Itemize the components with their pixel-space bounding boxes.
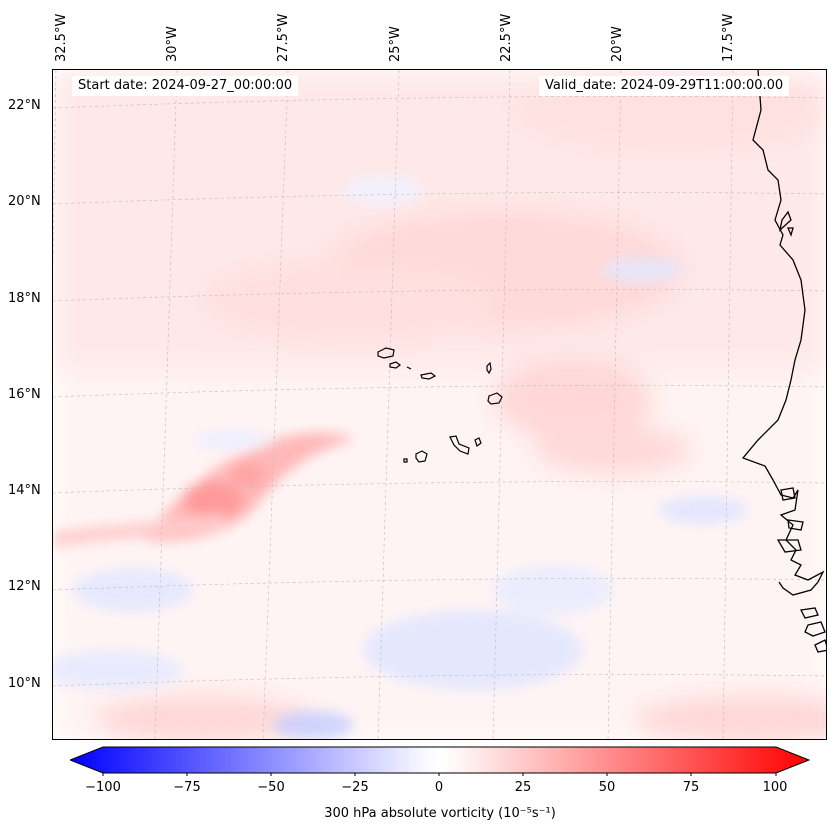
lon-label-17-5w: 17.5°W <box>721 13 736 62</box>
lat-label-18n: 18°N <box>8 291 41 306</box>
colorbar-tick-label: −75 <box>173 780 201 795</box>
lon-label-25w: 25°W <box>388 26 403 62</box>
colorbar-tick-label: −25 <box>341 780 369 795</box>
lon-label-20w: 20°W <box>610 26 625 62</box>
vorticity-map[interactable] <box>52 69 827 740</box>
graticule <box>53 70 826 739</box>
start-date-label: Start date: 2024-09-27_00:00:00 <box>72 76 299 96</box>
lon-label-22-5w: 22.5°W <box>499 13 514 62</box>
lat-label-20n: 20°N <box>8 194 41 209</box>
african-coastline <box>741 70 826 653</box>
lat-label-22n: 22°N <box>8 98 41 113</box>
colorbar-tick-label: 25 <box>514 780 532 795</box>
lon-label-32-5w: 32.5°W <box>54 13 69 62</box>
map-svg <box>53 70 826 739</box>
valid-date-label: Valid_date: 2024-09-29T11:00:00.00 <box>539 76 790 96</box>
colorbar-tick-label: 0 <box>434 780 444 795</box>
colorbar-tick-label: −50 <box>257 780 285 795</box>
lon-label-27-5w: 27.5°W <box>276 13 291 62</box>
colorbar-tick-label: 100 <box>762 780 788 795</box>
lon-label-30w: 30°W <box>165 26 180 62</box>
cape-verde-islands <box>377 347 503 463</box>
lat-label-10n: 10°N <box>8 676 41 691</box>
colorbar-tick-label: 50 <box>598 780 616 795</box>
colorbar-label: 300 hPa absolute vorticity (10⁻⁵s⁻¹) <box>324 806 556 821</box>
colorbar-tick-label: 75 <box>682 780 700 795</box>
vorticity-streak <box>53 432 353 547</box>
colorbar <box>70 746 810 776</box>
colorbar-tick-label: −100 <box>85 780 121 795</box>
lat-label-14n: 14°N <box>8 483 41 498</box>
colorbar-tick-marks <box>102 773 777 776</box>
lat-label-12n: 12°N <box>8 579 41 594</box>
vorticity-field-negative <box>53 175 748 739</box>
lat-label-16n: 16°N <box>8 387 41 402</box>
